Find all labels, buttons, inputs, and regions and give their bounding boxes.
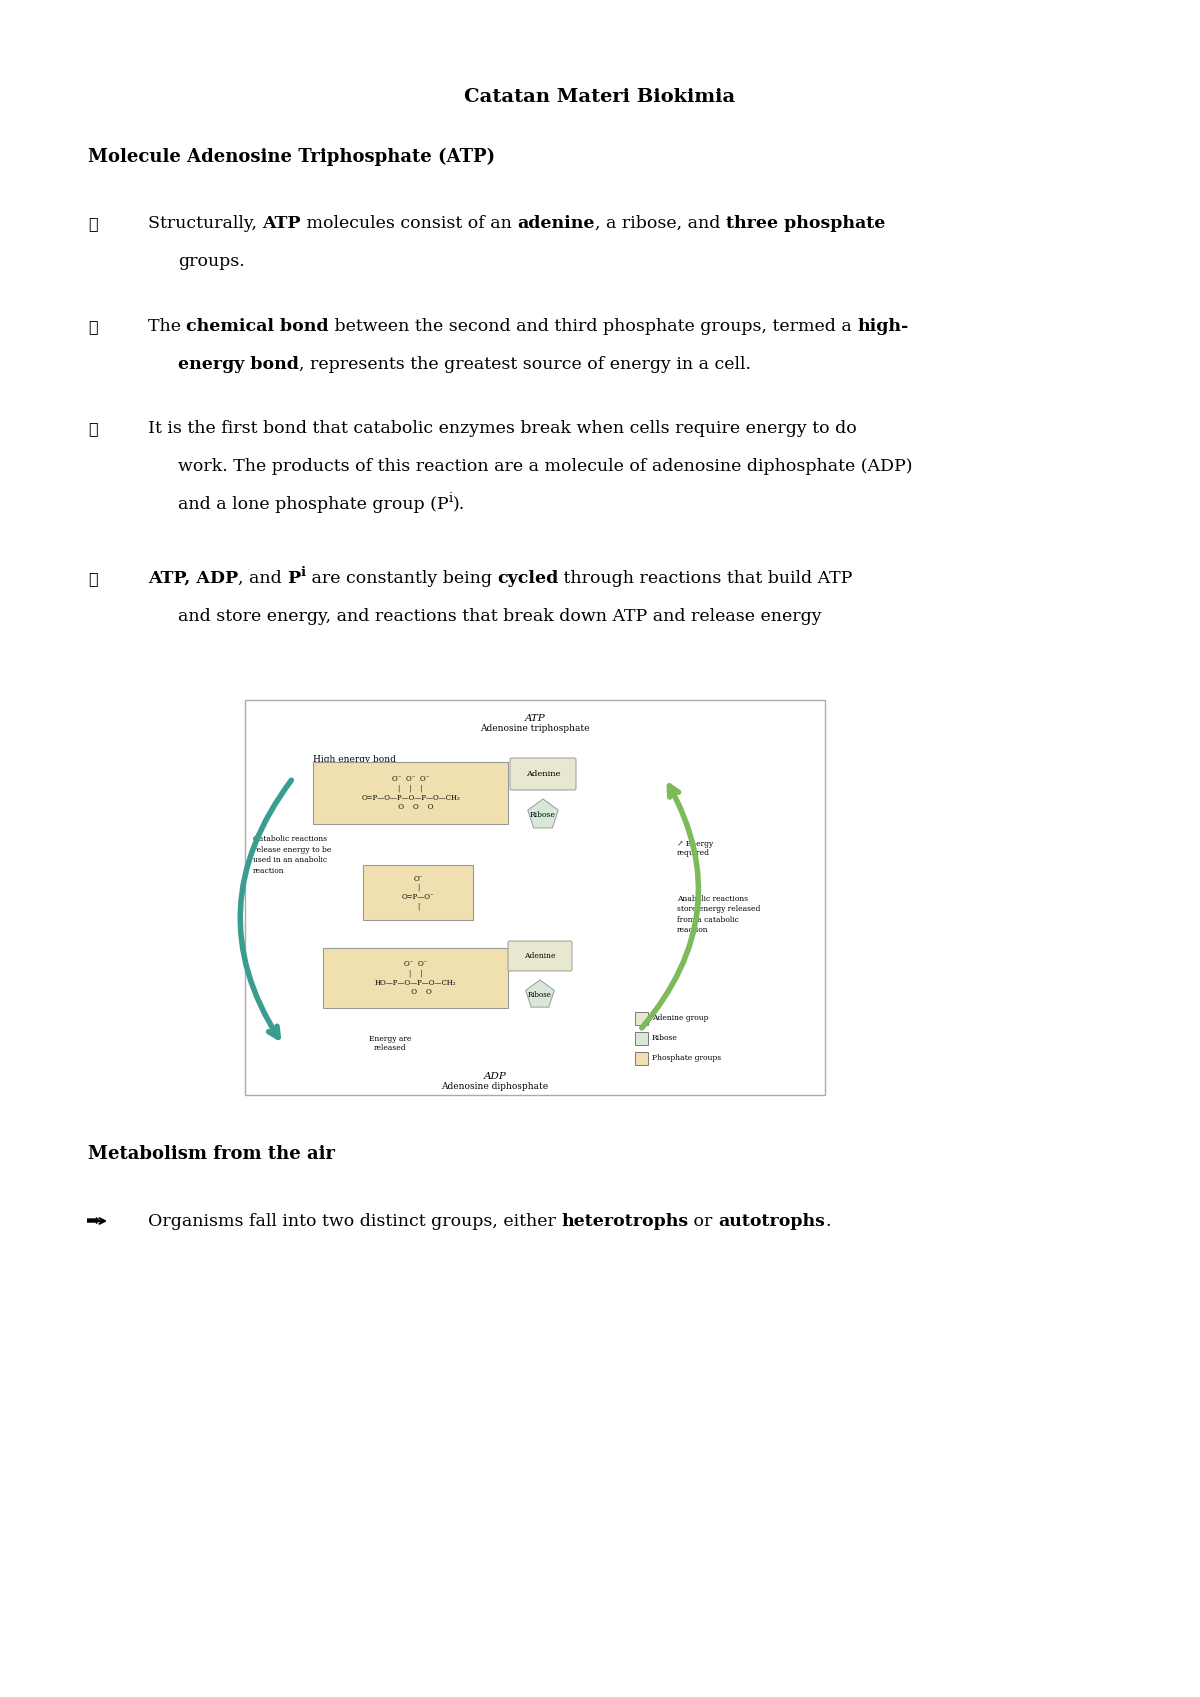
Text: Adenine: Adenine [526, 770, 560, 777]
Text: i: i [300, 567, 306, 579]
Text: work. The products of this reaction are a molecule of adenosine diphosphate (ADP: work. The products of this reaction are … [178, 458, 912, 475]
Text: and store energy, and reactions that break down ATP and release energy: and store energy, and reactions that bre… [178, 608, 822, 624]
Text: ➤: ➤ [88, 216, 97, 232]
Text: Adenosine triphosphate: Adenosine triphosphate [480, 725, 589, 733]
Text: Phosphate groups: Phosphate groups [652, 1054, 721, 1062]
Text: between the second and third phosphate groups, termed a: between the second and third phosphate g… [329, 317, 857, 334]
Text: O⁻  O⁻  O⁻
|    |    |
O=P—O—P—O—P—O—CH₂
     O    O    O: O⁻ O⁻ O⁻ | | | O=P—O—P—O—P—O—CH₂ O O O [361, 776, 460, 811]
FancyArrowPatch shape [642, 786, 698, 1028]
Text: groups.: groups. [178, 253, 245, 270]
Text: It is the first bond that catabolic enzymes break when cells require energy to d: It is the first bond that catabolic enzy… [148, 419, 857, 438]
Text: , a ribose, and: , a ribose, and [595, 216, 726, 232]
Text: , represents the greatest source of energy in a cell.: , represents the greatest source of ener… [299, 356, 751, 373]
Text: Organisms fall into two distinct groups, either: Organisms fall into two distinct groups,… [148, 1213, 562, 1230]
Text: are constantly being: are constantly being [306, 570, 497, 587]
Text: Structurally,: Structurally, [148, 216, 263, 232]
Text: Anabolic reactions
store energy released
from a catabolic
reaction: Anabolic reactions store energy released… [677, 894, 761, 935]
Bar [635, 1032, 648, 1045]
Text: O⁻  O⁻
|    |
HO—P—O—P—O—CH₂
     O    O: O⁻ O⁻ | | HO—P—O—P—O—CH₂ O O [374, 961, 456, 996]
Text: autotrophs: autotrophs [719, 1213, 826, 1230]
Text: heterotrophs: heterotrophs [562, 1213, 689, 1230]
Text: High energy bond: High energy bond [313, 755, 396, 764]
Polygon shape [526, 979, 554, 1006]
Text: molecules consist of an: molecules consist of an [301, 216, 517, 232]
FancyBboxPatch shape [510, 759, 576, 791]
Text: Metabolism from the air: Metabolism from the air [88, 1145, 335, 1162]
Text: ADP: ADP [484, 1073, 506, 1081]
Text: ➤: ➤ [88, 317, 97, 334]
Text: Energy are
released: Energy are released [368, 1035, 412, 1052]
Text: P: P [287, 570, 300, 587]
Text: through reactions that build ATP: through reactions that build ATP [558, 570, 853, 587]
Text: Catabolic reactions
release energy to be
used in an anabolic
reaction: Catabolic reactions release energy to be… [253, 835, 331, 874]
Text: cycled: cycled [497, 570, 558, 587]
Text: Adenine group: Adenine group [652, 1015, 708, 1023]
Text: ➡: ➡ [86, 1213, 101, 1230]
Text: i: i [449, 492, 452, 506]
Text: ATP: ATP [263, 216, 301, 232]
Text: adenine: adenine [517, 216, 595, 232]
Text: three phosphate: three phosphate [726, 216, 886, 232]
Text: O⁻
|
O=P—O⁻
|: O⁻ | O=P—O⁻ | [402, 874, 434, 910]
Text: ➤: ➤ [88, 419, 97, 438]
Text: ATP, ADP: ATP, ADP [148, 570, 238, 587]
Text: Ribose: Ribose [530, 811, 556, 820]
Bar [364, 865, 473, 920]
Text: Ribose: Ribose [652, 1035, 678, 1042]
Text: chemical bond: chemical bond [186, 317, 329, 334]
Text: , and: , and [238, 570, 287, 587]
Text: Adenine: Adenine [524, 952, 556, 961]
Bar [635, 1052, 648, 1066]
Text: energy bond: energy bond [178, 356, 299, 373]
Text: or: or [689, 1213, 719, 1230]
Bar [323, 949, 508, 1008]
Text: ➤: ➤ [88, 570, 97, 587]
FancyBboxPatch shape [245, 699, 826, 1095]
Text: ATP: ATP [524, 714, 545, 723]
Bar [313, 762, 508, 825]
Text: .: . [826, 1213, 830, 1230]
Polygon shape [528, 799, 558, 828]
FancyArrowPatch shape [240, 781, 292, 1037]
Bar [635, 1011, 648, 1025]
Text: ↗ Energy
required: ↗ Energy required [677, 840, 713, 857]
Text: Adenosine diphosphate: Adenosine diphosphate [442, 1083, 548, 1091]
Text: Molecule Adenosine Triphosphate (ATP): Molecule Adenosine Triphosphate (ATP) [88, 148, 496, 166]
FancyBboxPatch shape [508, 942, 572, 971]
Text: high-: high- [857, 317, 908, 334]
Text: and a lone phosphate group (P: and a lone phosphate group (P [178, 496, 449, 512]
Text: Catatan Materi Biokimia: Catatan Materi Biokimia [464, 88, 736, 105]
Text: ).: ). [452, 496, 466, 512]
Text: The: The [148, 317, 186, 334]
Text: Ribose: Ribose [528, 991, 552, 1000]
